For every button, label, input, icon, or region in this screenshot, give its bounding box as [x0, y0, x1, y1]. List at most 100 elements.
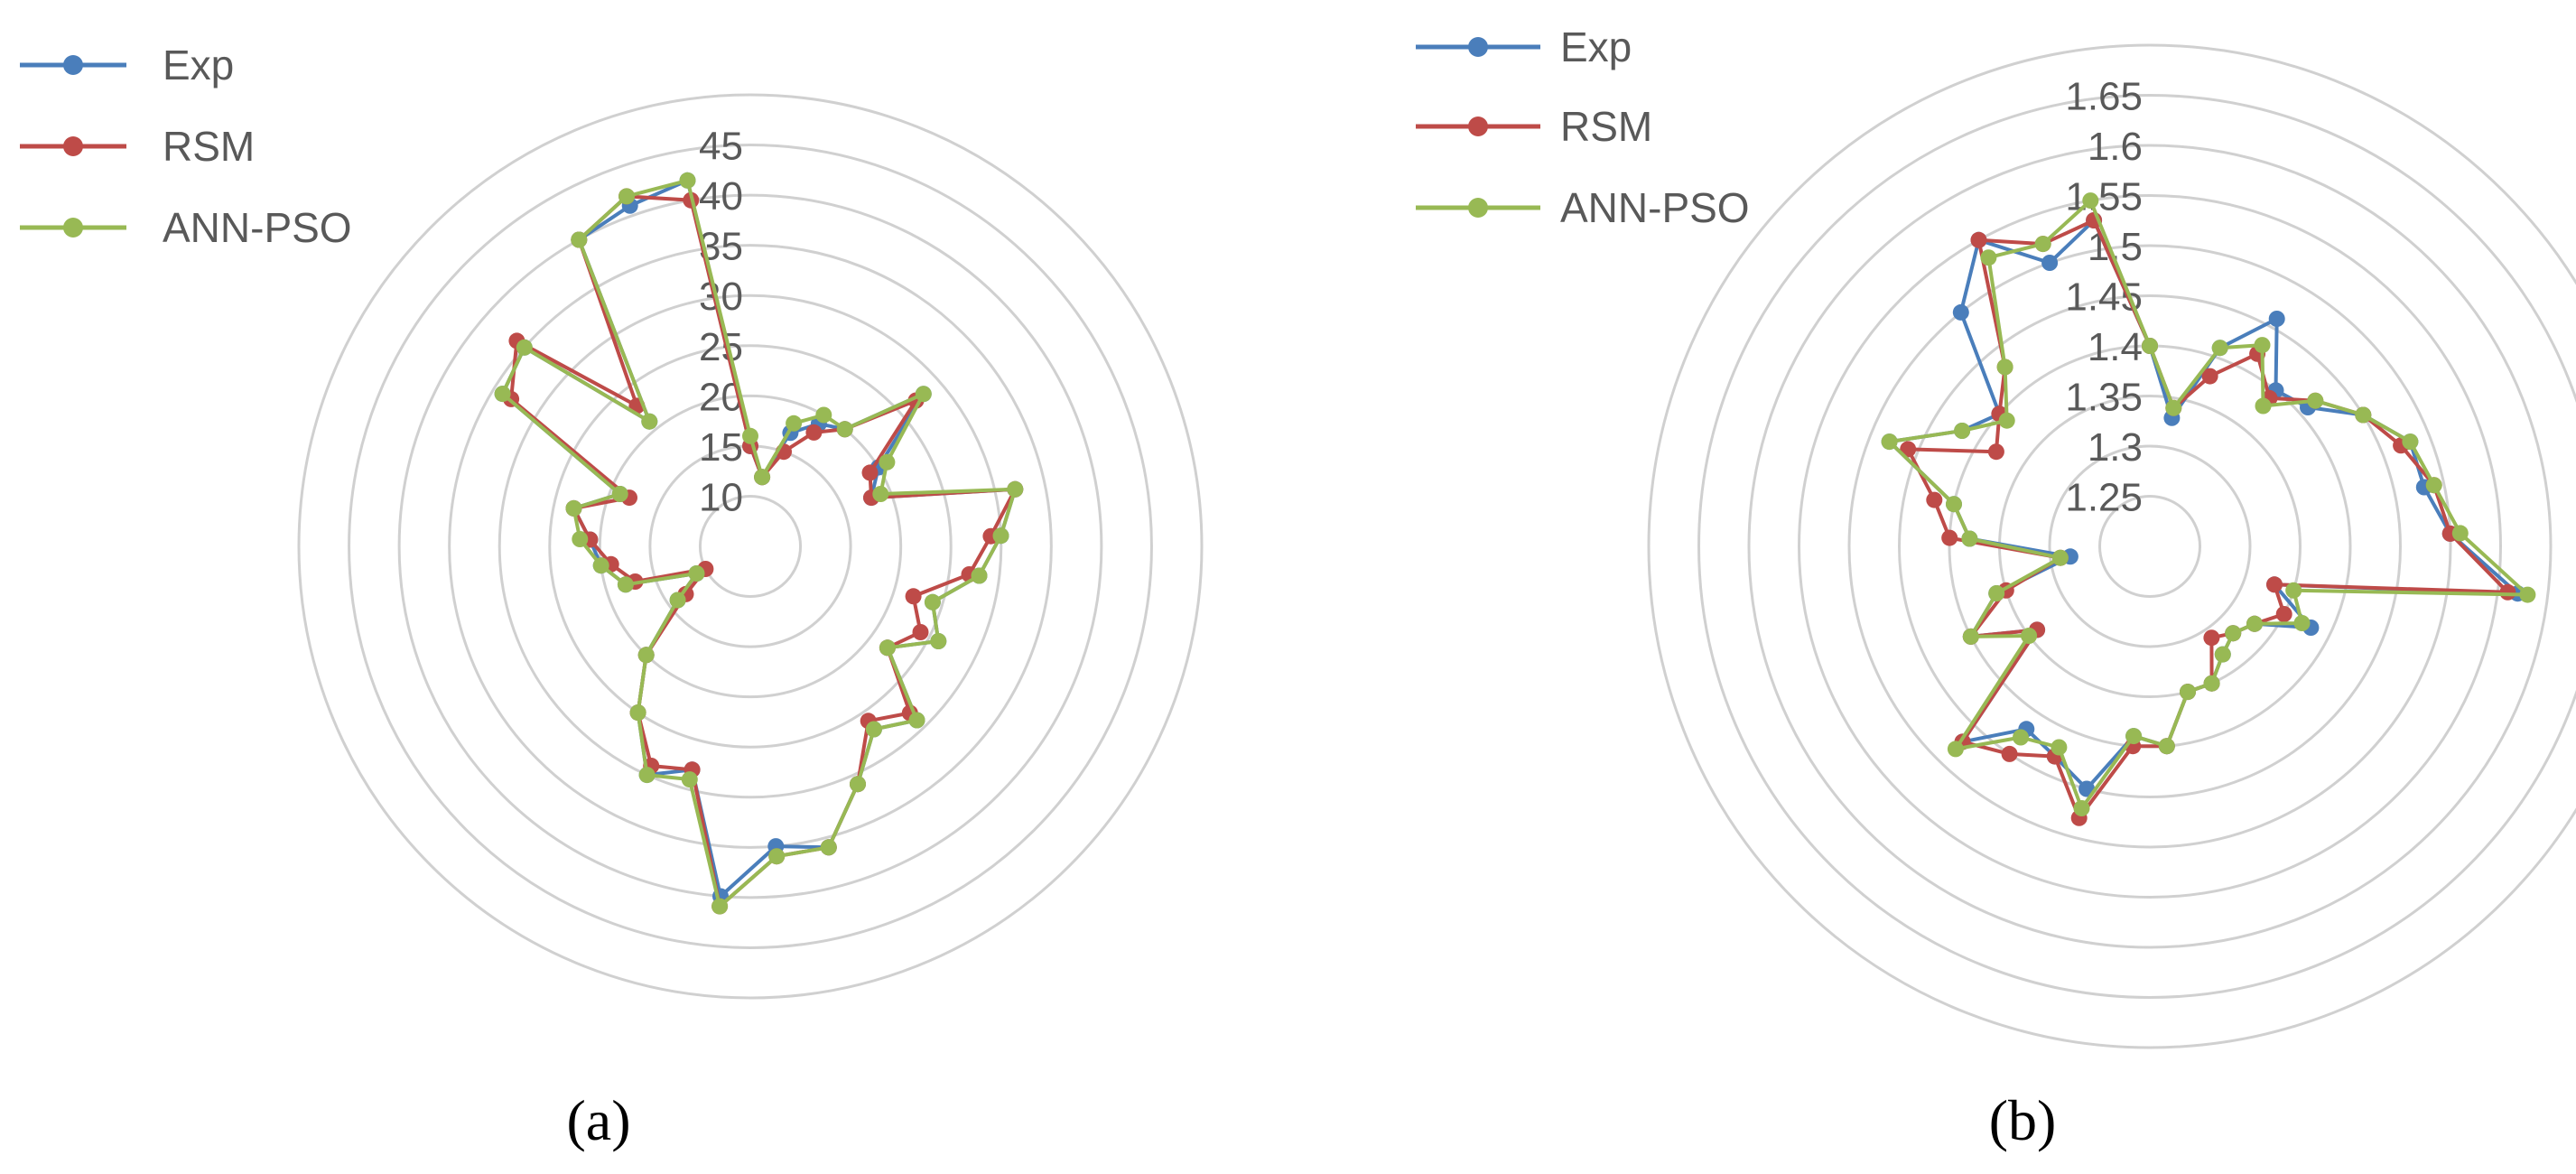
data-point-rsm-b-11 — [2266, 576, 2283, 593]
data-point-ann-pso-a-32 — [516, 339, 533, 356]
data-point-ann-pso-b-22 — [2013, 729, 2029, 746]
data-point-ann-pso-a-34 — [571, 231, 588, 248]
legend-b: Exp RSM ANN-PSO — [1416, 23, 1750, 231]
tick-label-b-8: 1.65 — [2065, 75, 2143, 119]
data-point-ann-pso-a-5 — [915, 386, 932, 403]
tick-label-b-2: 1.35 — [2065, 376, 2143, 420]
data-point-ann-pso-b-16 — [2203, 675, 2220, 692]
tick-label-a-6: 40 — [699, 174, 743, 219]
data-point-ann-pso-a-23 — [637, 647, 655, 664]
data-point-ann-pso-b-15 — [2214, 646, 2231, 663]
tick-label-b-3: 1.4 — [2088, 325, 2143, 369]
data-point-ann-pso-b-34 — [1980, 249, 1997, 266]
data-point-rsm-a-6 — [861, 464, 879, 481]
radar-grid-a — [297, 93, 1204, 1000]
data-point-ann-pso-b-2 — [2211, 340, 2228, 357]
data-point-ann-pso-a-16 — [850, 776, 866, 793]
data-point-rsm-b-2 — [2201, 368, 2218, 385]
legend-label-exp-b: Exp — [1560, 23, 1632, 70]
data-point-ann-pso-a-3 — [815, 406, 832, 424]
panel-label-a: (a) — [566, 1088, 630, 1152]
data-point-ann-pso-a-12 — [930, 633, 947, 649]
data-point-ann-pso-a-21 — [638, 767, 656, 784]
series-line-ann-pso-b — [1887, 199, 2530, 810]
legend-entry-rsm-b: RSM — [1416, 103, 1652, 150]
data-point-ann-pso-b-5 — [2307, 392, 2324, 409]
data-point-ann-pso-a-11 — [924, 593, 941, 610]
data-point-ann-pso-a-17 — [820, 839, 837, 856]
legend-entry-rsm-a: RSM — [20, 123, 255, 170]
data-point-ann-pso-b-24 — [2021, 628, 2038, 644]
data-point-ann-pso-a-27 — [592, 557, 609, 574]
data-point-rsm-a-11 — [905, 588, 922, 605]
data-point-ann-pso-a-19 — [711, 898, 729, 915]
radar-chart-b: Exp RSM ANN-PSO 1.251.31.351.41.451.51.5… — [1416, 23, 2576, 1152]
grid-ring-a-8 — [297, 93, 1204, 1000]
data-point-ann-pso-b-31 — [1954, 423, 1971, 439]
legend-label-ann-pso-b: ANN-PSO — [1560, 184, 1750, 231]
grid-ring-b-2 — [1998, 395, 2302, 698]
data-point-ann-pso-b-23 — [1947, 741, 1964, 758]
panel-label-b: (b) — [1989, 1088, 2057, 1152]
data-point-ann-pso-a-26 — [617, 576, 634, 593]
data-point-ann-pso-b-21 — [2051, 739, 2068, 756]
data-point-ann-pso-a-33 — [641, 413, 658, 430]
tick-label-a-1: 15 — [699, 425, 743, 470]
data-point-ann-pso-a-6 — [879, 453, 896, 471]
legend-entry-exp-a: Exp — [20, 42, 234, 89]
data-point-ann-pso-a-8 — [1007, 480, 1024, 498]
data-point-ann-pso-b-9 — [2451, 525, 2469, 542]
tick-label-a-0: 10 — [699, 475, 743, 519]
data-point-rsm-b-31 — [1987, 443, 2004, 461]
radial-ticks-b: 1.251.31.351.41.451.51.551.61.65 — [2065, 75, 2143, 520]
data-point-ann-pso-b-11 — [2285, 582, 2302, 599]
data-point-exp-b-3 — [2268, 311, 2285, 327]
data-point-ann-pso-b-14 — [2225, 625, 2242, 642]
data-point-ann-pso-b-28 — [1961, 530, 1978, 547]
series-ann-pso-b — [1881, 192, 2536, 816]
data-point-ann-pso-b-3 — [2254, 337, 2271, 354]
data-point-rsm-b-34 — [1970, 231, 1987, 248]
data-point-ann-pso-a-25 — [688, 565, 705, 582]
data-point-ann-pso-b-30 — [1881, 433, 1898, 451]
tick-label-a-3: 25 — [699, 325, 743, 369]
data-point-ann-pso-b-27 — [2051, 549, 2069, 566]
data-point-ann-pso-a-4 — [836, 421, 853, 438]
data-point-rsm-b-10 — [2499, 583, 2516, 601]
legend-entry-ann-pso-a: ANN-PSO — [20, 204, 352, 251]
data-point-ann-pso-b-4 — [2255, 397, 2272, 415]
series-group-a — [494, 172, 1024, 915]
data-point-ann-pso-b-12 — [2293, 615, 2311, 631]
grid-ring-b-7 — [1747, 144, 2553, 949]
data-point-ann-pso-b-36 — [2082, 192, 2099, 210]
grid-ring-b-9 — [1647, 43, 2576, 1049]
data-point-ann-pso-a-9 — [992, 527, 1009, 545]
data-point-ann-pso-a-24 — [669, 592, 686, 609]
data-point-ann-pso-b-8 — [2425, 477, 2442, 494]
grid-ring-a-4 — [498, 294, 1003, 799]
data-point-ann-pso-a-0 — [742, 427, 758, 444]
data-point-rsm-b-15 — [2203, 629, 2220, 647]
data-point-ann-pso-b-26 — [1988, 585, 2005, 601]
data-point-ann-pso-a-14 — [908, 712, 925, 729]
data-point-exp-b-35 — [2041, 255, 2059, 271]
grid-ring-b-0 — [2098, 495, 2201, 598]
grid-ring-b-5 — [1847, 244, 2452, 849]
data-point-ann-pso-a-18 — [768, 848, 786, 865]
data-point-ann-pso-b-32 — [1998, 412, 2015, 429]
data-point-ann-pso-b-35 — [2034, 236, 2051, 253]
grid-ring-a-1 — [648, 444, 852, 648]
data-point-ann-pso-a-10 — [971, 567, 988, 584]
data-point-ann-pso-b-0 — [2142, 338, 2158, 354]
data-point-ann-pso-a-20 — [681, 771, 698, 788]
data-point-ann-pso-a-31 — [494, 386, 511, 403]
grid-ring-a-3 — [548, 344, 953, 749]
radar-grid-b — [1647, 43, 2576, 1049]
legend-label-exp-a: Exp — [163, 42, 234, 89]
data-point-ann-pso-a-13 — [879, 639, 896, 657]
series-ann-pso-a — [494, 172, 1024, 915]
grid-ring-a-6 — [397, 193, 1103, 899]
data-point-rsm-b-22 — [2001, 745, 2018, 762]
